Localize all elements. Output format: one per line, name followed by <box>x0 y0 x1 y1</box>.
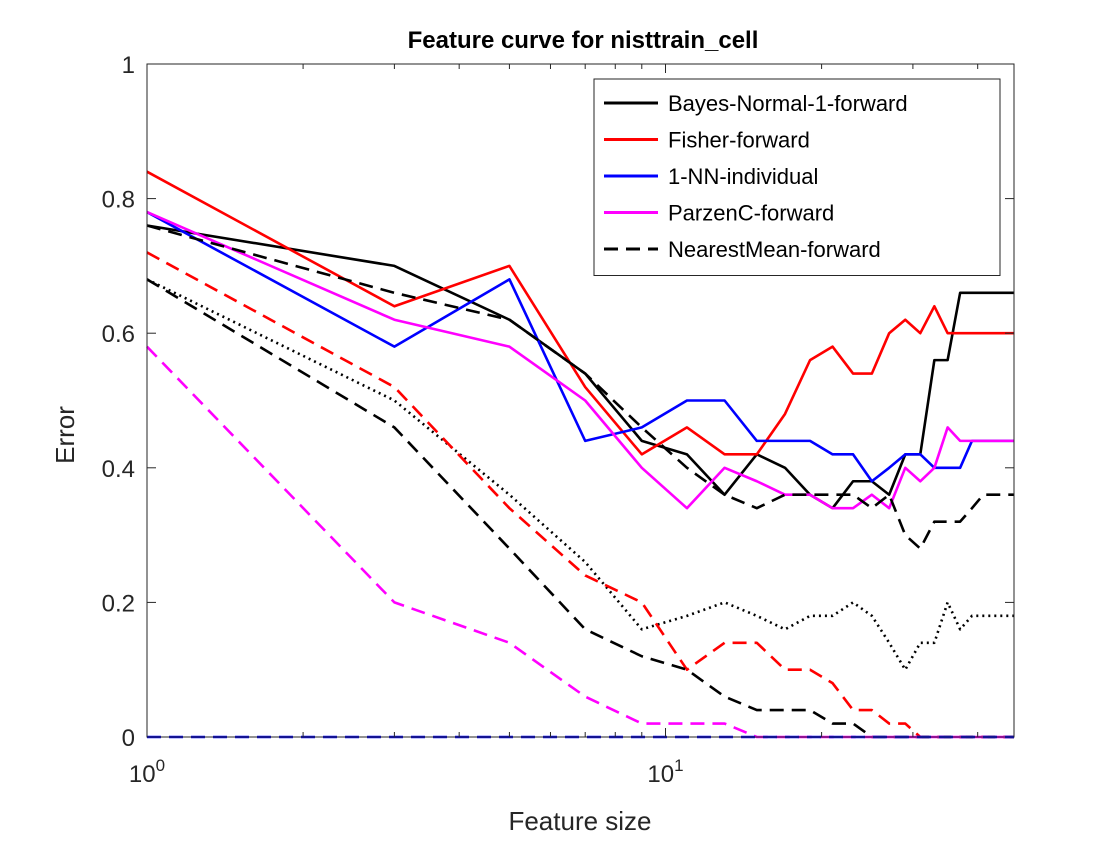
ticks-layer: 0 0.2 0.4 0.6 0.8 1 100 101 <box>102 52 1014 788</box>
legend-entry-3: ParzenC-forward <box>668 201 834 226</box>
series-line-1 <box>146 170 1014 456</box>
y-tick-label-0: 0 <box>122 725 135 752</box>
legend-entry-0: Bayes-Normal-1-forward <box>668 91 908 116</box>
y-tick-label-4: 0.8 <box>102 187 135 214</box>
y-axis-label: Error <box>50 406 80 464</box>
y-tick-label-1: 0.2 <box>102 590 135 617</box>
series-line-6 <box>146 251 1014 739</box>
legend-entry-1: Fisher-forward <box>668 128 810 153</box>
x-tick-label-0: 100 <box>129 756 165 788</box>
y-tick-label-3: 0.6 <box>102 321 135 348</box>
plot-frame <box>146 63 1015 738</box>
legend-box <box>593 78 1001 276</box>
series-line-7 <box>146 278 1014 739</box>
x-axis-label: Feature size <box>508 806 651 836</box>
chart-title: Feature curve for nisttrain_cell <box>408 27 759 54</box>
legend-entry-2: 1-NN-individual <box>668 164 818 189</box>
legend-entry-4: NearestMean-forward <box>668 237 881 262</box>
series-line-5 <box>146 278 1014 672</box>
legend: Bayes-Normal-1-forward Fisher-forward 1-NN… <box>593 78 1001 276</box>
y-tick-label-5: 1 <box>122 52 135 79</box>
x-tick-label-1: 101 <box>647 756 683 788</box>
series-line-4 <box>146 224 1014 550</box>
y-tick-label-2: 0.4 <box>102 456 135 483</box>
